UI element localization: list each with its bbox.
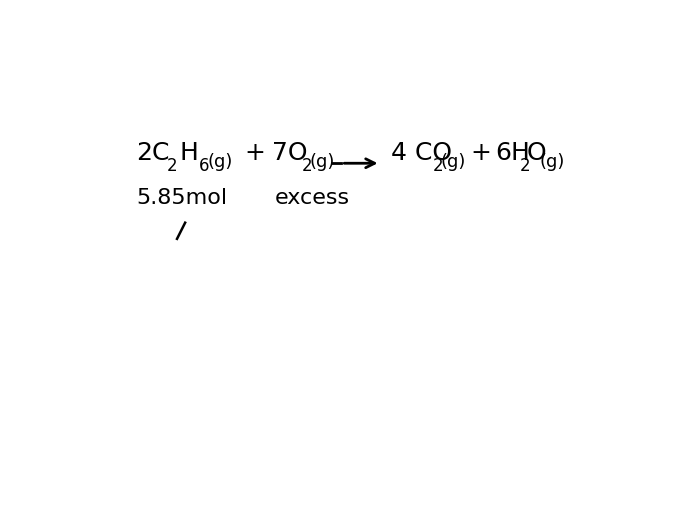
Text: 2C: 2C: [136, 141, 169, 165]
Text: 2: 2: [302, 158, 312, 175]
Text: 6H: 6H: [496, 141, 531, 165]
Text: 2: 2: [519, 158, 530, 175]
Text: H: H: [180, 141, 199, 165]
Text: excess: excess: [274, 188, 350, 208]
Text: +: +: [470, 141, 491, 165]
Text: O: O: [527, 141, 547, 165]
Text: +: +: [245, 141, 266, 165]
Text: (g): (g): [208, 153, 233, 171]
Text: (g): (g): [310, 153, 335, 171]
Text: (g): (g): [540, 153, 566, 171]
Text: 2: 2: [167, 158, 178, 175]
Text: 5.85mol: 5.85mol: [136, 188, 228, 208]
Text: (g): (g): [440, 153, 466, 171]
Text: 4 CO: 4 CO: [391, 141, 452, 165]
Text: 6: 6: [199, 158, 209, 175]
Text: 2: 2: [433, 158, 443, 175]
Text: 7O: 7O: [272, 141, 307, 165]
